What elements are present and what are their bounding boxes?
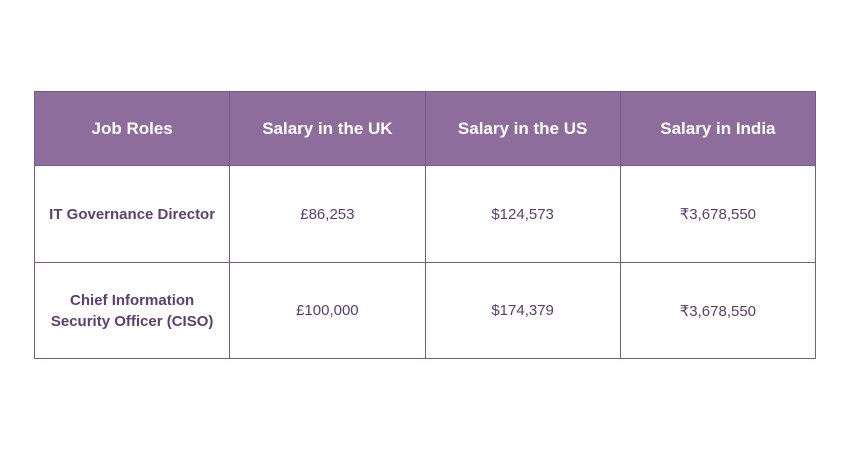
header-row: Job Roles Salary in the UK Salary in the… [33,91,817,166]
header-salary-us: Salary in the US [424,91,621,166]
salary-uk-cell: £86,253 [229,165,426,263]
salary-us-cell: $124,573 [424,165,621,263]
salary-india-cell: ₹3,678,550 [619,165,817,263]
job-role-cell: IT Governance Director [33,165,231,263]
job-role-cell: Chief Information Security Officer (CISO… [33,262,231,359]
header-salary-uk: Salary in the UK [229,91,426,166]
salary-us-cell: $174,379 [424,262,621,359]
header-job-roles: Job Roles [33,91,231,166]
salary-uk-cell: £100,000 [229,262,426,359]
header-salary-india: Salary in India [619,91,817,166]
salary-table: Job Roles Salary in the UK Salary in the… [33,91,817,359]
table-row: IT Governance Director £86,253 $124,573 … [33,165,817,263]
table-row: Chief Information Security Officer (CISO… [33,262,817,359]
salary-india-cell: ₹3,678,550 [619,262,817,359]
